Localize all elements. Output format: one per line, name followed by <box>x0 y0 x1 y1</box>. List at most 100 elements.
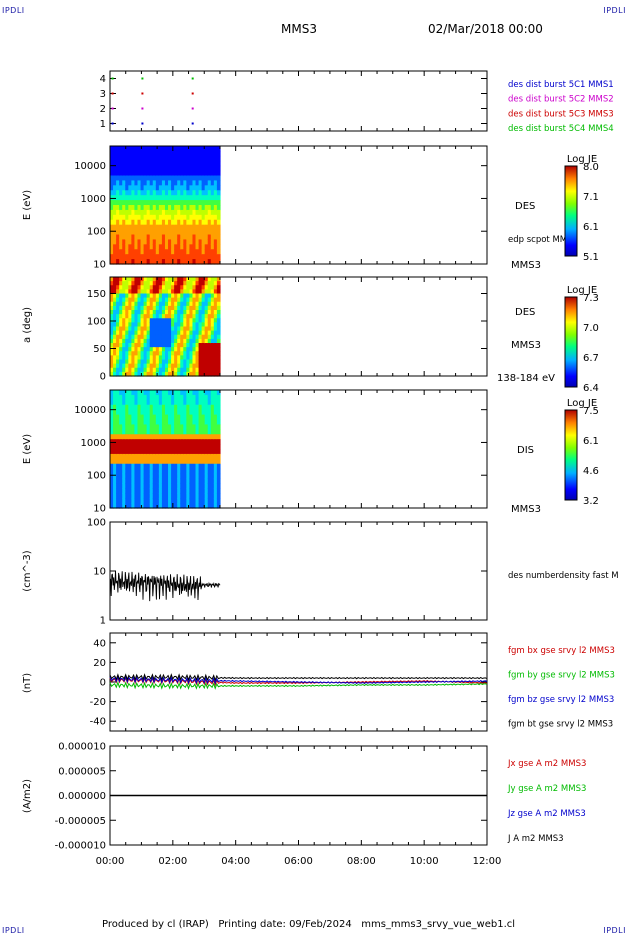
dis-energy-cell <box>180 483 184 489</box>
des-pitch-cell <box>134 351 139 356</box>
des-pitch-cell <box>171 326 175 332</box>
des-pitch-cell <box>168 293 172 299</box>
dis-energy-cell <box>198 390 203 396</box>
des-pitch-cell <box>204 371 209 377</box>
dis-energy-cell <box>207 493 212 499</box>
des-pitch-cell <box>168 343 172 348</box>
des-energy-cell <box>143 180 148 186</box>
dis-energy-cell <box>128 483 132 489</box>
des-energy-cell <box>177 249 181 255</box>
des-pitch-cell <box>198 343 203 348</box>
des-pitch-cell <box>204 359 209 365</box>
des-energy-cell <box>216 229 221 236</box>
dis-energy-cell <box>122 473 126 480</box>
des-energy-cell <box>161 205 166 211</box>
des-pitch-cell <box>134 334 139 340</box>
des-energy-cell <box>161 175 166 182</box>
des-energy-cell <box>177 190 181 196</box>
des-energy-cell <box>146 234 151 241</box>
des-pitch-cell <box>119 293 123 299</box>
des-pitch-cell <box>155 310 160 315</box>
fgm-legend-entry: fgm bt gse srvy l2 MMS3 <box>508 720 613 730</box>
des-pitch-cell <box>128 314 132 319</box>
des-energy-cell <box>110 244 114 250</box>
dis-energy-cell <box>149 444 154 450</box>
des-pitch-cell <box>143 351 148 356</box>
des-pitch-cell <box>125 310 129 315</box>
des-energy-cell <box>207 200 212 206</box>
des-pitch-cell <box>171 305 175 311</box>
des-energy-cell <box>213 219 218 226</box>
des-pitch-cell <box>210 347 215 352</box>
des-energy-cell <box>146 195 151 201</box>
des-pitch-cell <box>113 301 117 307</box>
des-energy-cell <box>134 214 139 221</box>
dis-energy-cell <box>149 493 154 499</box>
dis-energy-cell <box>180 390 184 396</box>
dis-energy-cell <box>213 498 218 504</box>
des-pitch-cell <box>116 322 120 328</box>
des-pitch-cell <box>143 297 148 303</box>
des-energy-cell <box>122 219 126 226</box>
des-energy-cell <box>207 239 212 245</box>
dis-energy-cell <box>177 444 181 450</box>
des-energy-cell <box>128 259 132 265</box>
dis-energy-cell <box>164 503 169 509</box>
dis-energy-cell <box>122 434 126 440</box>
des-energy-cell <box>164 229 169 236</box>
dis-energy-cell <box>155 439 160 445</box>
des-energy-cell <box>128 219 132 226</box>
des-energy-cell <box>158 219 163 226</box>
dis-energy-cell <box>155 390 160 396</box>
des-pitch-cell <box>198 338 203 344</box>
des-pitch-cell <box>216 351 221 356</box>
des-pitch-cell <box>180 330 184 336</box>
des-pitch-cell <box>146 285 151 290</box>
des-energy-cell <box>189 259 194 265</box>
dis-energy-cell <box>189 434 194 440</box>
dis-energy-cell <box>192 444 197 450</box>
des-energy-cell <box>201 155 206 162</box>
dis-energy-cell <box>137 444 142 450</box>
des-energy-colorbar-tick: 7.1 <box>583 192 599 203</box>
des-energy-ytick-label: 100 <box>87 227 106 238</box>
des-pitch-cell <box>116 355 120 361</box>
des-pitch-cell <box>140 351 145 356</box>
des-energy-cell <box>210 190 215 196</box>
fgm-legend-entry: fgm by gse srvy l2 MMS3 <box>508 671 615 681</box>
des-pitch-cell <box>216 310 221 315</box>
des-energy-cell <box>216 219 221 226</box>
dis-energy-cell <box>198 394 203 401</box>
dis-energy-cell <box>177 498 181 504</box>
des-energy-cell <box>171 190 175 196</box>
dis-energy-cell <box>143 478 148 485</box>
des-energy-cell <box>125 200 129 206</box>
des-pitch-cell <box>149 338 154 344</box>
dis-energy-cell <box>161 439 166 445</box>
des-pitch-cell <box>122 297 126 303</box>
dis-energy-ytick-label: 1000 <box>81 438 106 449</box>
des-energy-cell <box>183 146 187 152</box>
dis-energy-cell <box>155 458 160 465</box>
des-energy-cell <box>186 170 191 177</box>
des-energy-cell <box>140 180 145 186</box>
des-pitch-cell <box>164 326 169 332</box>
des-energy-cell <box>164 165 169 172</box>
dis-energy-cell <box>195 453 200 460</box>
dis-energy-cell <box>137 399 142 406</box>
des-pitch-cell <box>155 277 160 282</box>
dis-energy-cell <box>113 488 117 494</box>
dis-energy-cell <box>134 404 139 411</box>
des-energy-cell <box>131 146 136 152</box>
dis-energy-cell <box>207 409 212 416</box>
des-pitch-cell <box>146 301 151 307</box>
des-energy-cell <box>149 200 154 206</box>
dis-energy-cell <box>143 429 148 435</box>
dis-energy-ytick-label: 10000 <box>74 405 106 416</box>
dis-energy-cell <box>210 449 215 455</box>
des-energy-cell <box>168 146 172 152</box>
des-pitch-cell <box>213 343 218 348</box>
dis-energy-cell <box>177 458 181 465</box>
dis-energy-cell <box>192 414 197 421</box>
